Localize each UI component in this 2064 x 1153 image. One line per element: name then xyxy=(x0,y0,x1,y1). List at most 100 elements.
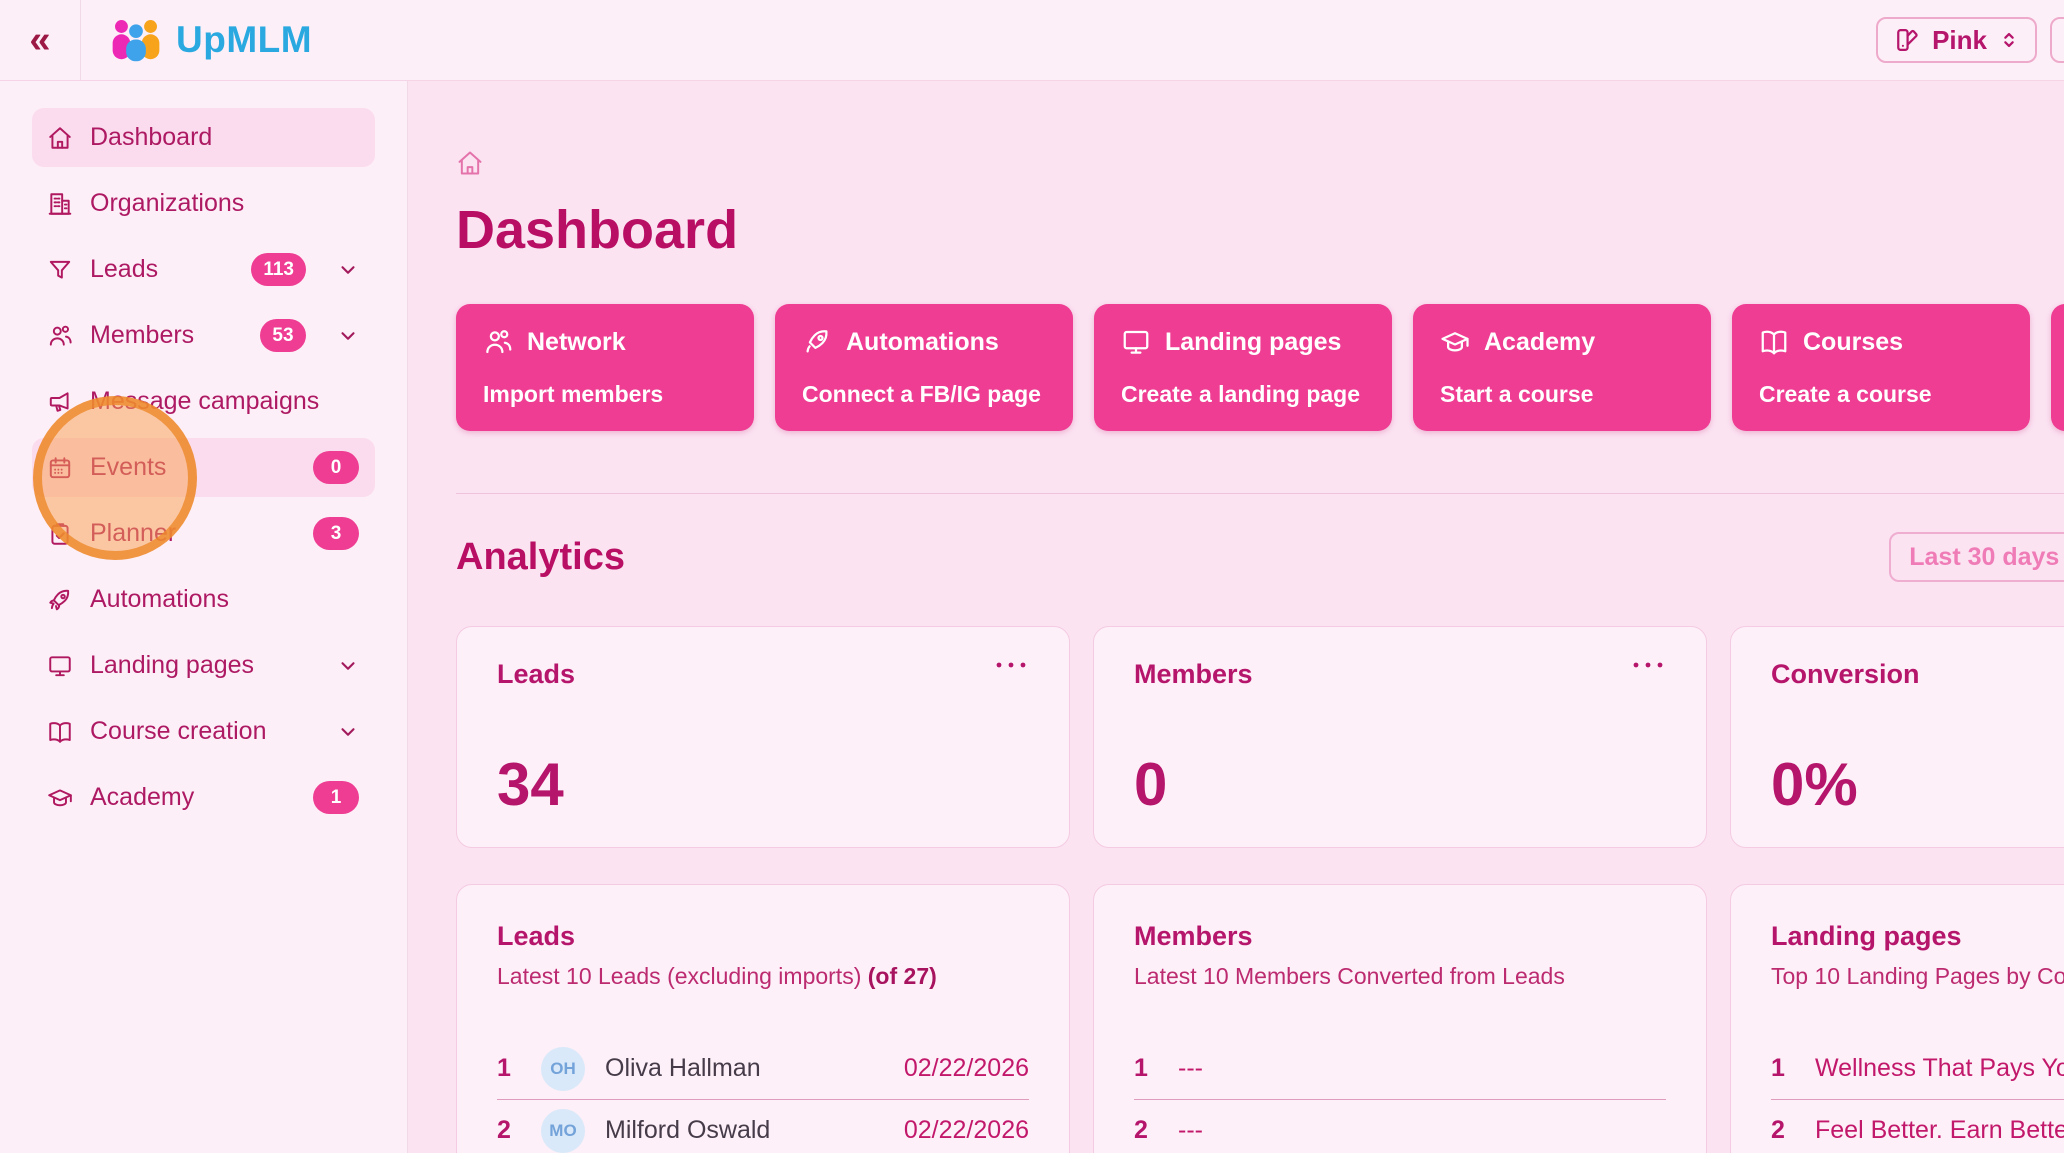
sidebar-item-message-campaigns[interactable]: Message campaigns xyxy=(32,372,375,431)
sidebar-item-members[interactable]: Members 53 xyxy=(32,306,375,365)
quick-action-title: Network xyxy=(527,327,626,356)
quick-action-academy[interactable]: Academy Start a course xyxy=(1413,304,1711,432)
quick-actions-row: Network Import members Automations Conne… xyxy=(456,304,2064,432)
collapse-chevrons-icon: « xyxy=(29,19,51,61)
topbar-actions: Pink xyxy=(1876,17,2064,63)
chevron-down-icon[interactable] xyxy=(337,325,359,347)
quick-action-subtitle: Import members xyxy=(483,381,664,408)
avatar: OH xyxy=(541,1046,585,1091)
analytics-heading: Analytics xyxy=(456,535,625,578)
landing-page-name: Feel Better. Earn Better. xyxy=(1815,1116,2064,1145)
sidebar-item-automations[interactable]: Automations xyxy=(32,570,375,629)
chevron-down-icon[interactable] xyxy=(337,721,359,743)
sidebar-item-events[interactable]: Events 0 xyxy=(32,438,375,497)
quick-action-title: Academy xyxy=(1484,327,1596,356)
sidebar-item-leads[interactable]: Leads 113 xyxy=(32,240,375,299)
row-rank: 2 xyxy=(1771,1116,1785,1145)
list-card-members: Members Latest 10 Members Converted from… xyxy=(1093,884,1707,1153)
quick-action-title: Automations xyxy=(846,327,999,356)
theme-selector[interactable]: Pink xyxy=(1876,17,2037,63)
list-subtitle: Latest 10 Leads (excluding imports) (of … xyxy=(497,963,937,990)
stat-card-members: Members 0 xyxy=(1093,626,1707,849)
rocket-icon xyxy=(802,327,832,357)
quick-action-automations[interactable]: Automations Connect a FB/IG page xyxy=(775,304,1073,432)
stat-title: Members xyxy=(1134,659,1253,690)
section-divider xyxy=(456,493,2064,495)
list-subtitle: Latest 10 Members Converted from Leads xyxy=(1134,963,1565,990)
megaphone-icon xyxy=(47,389,73,415)
partial-button[interactable] xyxy=(2050,17,2064,63)
quick-action-partial[interactable]: C xyxy=(2051,304,2064,432)
list-subtitle-count: (of 27) xyxy=(867,963,937,990)
people-icon xyxy=(47,323,73,349)
member-row[interactable]: 2 --- xyxy=(1134,1100,1666,1153)
people-icon xyxy=(483,327,513,357)
brand-name: UpMLM xyxy=(176,19,313,60)
quick-action-landing-pages[interactable]: Landing pages Create a landing page xyxy=(1094,304,1392,432)
sidebar-item-label: Leads xyxy=(90,255,159,283)
quick-action-subtitle: Create a course xyxy=(1759,381,1932,408)
page-title: Dashboard xyxy=(456,200,739,260)
chevron-down-icon[interactable] xyxy=(337,655,359,677)
sidebar-item-label: Dashboard xyxy=(90,123,213,151)
sidebar-item-label: Landing pages xyxy=(90,651,255,679)
stat-title: Conversion xyxy=(1771,659,1920,690)
sidebar-item-label: Course creation xyxy=(90,717,267,745)
list-title: Members xyxy=(1134,921,1253,952)
sidebar-item-label: Events xyxy=(90,453,167,481)
app-logo[interactable]: UpMLM xyxy=(109,18,312,62)
rocket-icon xyxy=(47,587,73,613)
chevron-down-icon[interactable] xyxy=(337,259,359,281)
sidebar-collapse-button[interactable]: « xyxy=(0,0,81,80)
sidebar-item-label: Planner xyxy=(90,519,177,547)
sidebar-item-label: Organizations xyxy=(90,189,245,217)
lead-name: Milford Oswald xyxy=(605,1116,771,1145)
quick-action-title: Courses xyxy=(1803,327,1904,356)
ellipsis-menu-icon[interactable] xyxy=(1630,659,1666,671)
member-value: --- xyxy=(1178,1054,1203,1083)
main-content: Dashboard Network Import members xyxy=(409,81,2064,1153)
lead-date: 02/22/2026 xyxy=(903,1116,1029,1145)
date-range-filter[interactable]: Last 30 days 01/2 xyxy=(1889,532,2064,583)
row-rank: 2 xyxy=(497,1116,511,1145)
sidebar-item-label: Message campaigns xyxy=(90,387,320,415)
landing-page-row[interactable]: 1 Wellness That Pays You Back xyxy=(1771,1038,2064,1101)
members-count-badge: 53 xyxy=(260,319,306,352)
logo-people-icon xyxy=(109,18,163,62)
sidebar-item-planner[interactable]: Planner 3 xyxy=(32,504,375,563)
sidebar-item-course-creation[interactable]: Course creation xyxy=(32,702,375,761)
sidebar-item-organizations[interactable]: Organizations xyxy=(32,174,375,233)
row-rank: 1 xyxy=(1771,1054,1785,1083)
breadcrumb-home-icon[interactable] xyxy=(456,149,484,177)
events-count-badge: 0 xyxy=(313,451,359,484)
lead-row[interactable]: 2 MO Milford Oswald 02/22/2026 xyxy=(497,1100,1029,1153)
lead-row[interactable]: 1 OH Oliva Hallman 02/22/2026 xyxy=(497,1038,1029,1101)
lead-name: Oliva Hallman xyxy=(605,1054,761,1083)
sidebar-item-landing-pages[interactable]: Landing pages xyxy=(32,636,375,695)
sidebar-item-label: Academy xyxy=(90,783,195,811)
sidebar-item-label: Members xyxy=(90,321,195,349)
member-row[interactable]: 1 --- xyxy=(1134,1038,1666,1101)
list-card-landing-pages: Landing pages Top 10 Landing Pages by Co… xyxy=(1730,884,2064,1153)
planner-count-badge: 3 xyxy=(313,517,359,550)
theme-selector-label: Pink xyxy=(1932,24,1987,55)
monitor-icon xyxy=(47,653,73,679)
ellipsis-menu-icon[interactable] xyxy=(993,659,1029,671)
sidebar-item-academy[interactable]: Academy 1 xyxy=(32,768,375,827)
lead-date: 02/22/2026 xyxy=(903,1054,1029,1083)
quick-action-courses[interactable]: Courses Create a course xyxy=(1732,304,2030,432)
date-filter-preset: Last 30 days xyxy=(1909,542,2060,571)
list-title: Leads xyxy=(497,921,576,952)
leads-count-badge: 113 xyxy=(251,253,306,286)
lists-row: Leads Latest 10 Leads (excluding imports… xyxy=(456,884,2064,1153)
graduation-cap-icon xyxy=(1440,327,1470,357)
quick-action-network[interactable]: Network Import members xyxy=(456,304,754,432)
avatar: MO xyxy=(541,1108,585,1153)
stat-value: 0% xyxy=(1771,751,1858,819)
updown-chevrons-icon xyxy=(1998,29,2020,51)
list-subtitle: Top 10 Landing Pages by Convers xyxy=(1771,963,2064,990)
row-rank: 1 xyxy=(497,1054,511,1083)
landing-page-row[interactable]: 2 Feel Better. Earn Better. xyxy=(1771,1100,2064,1153)
sidebar-nav: Dashboard Organizations Leads 113 xyxy=(0,81,408,1153)
sidebar-item-dashboard[interactable]: Dashboard xyxy=(32,108,375,167)
